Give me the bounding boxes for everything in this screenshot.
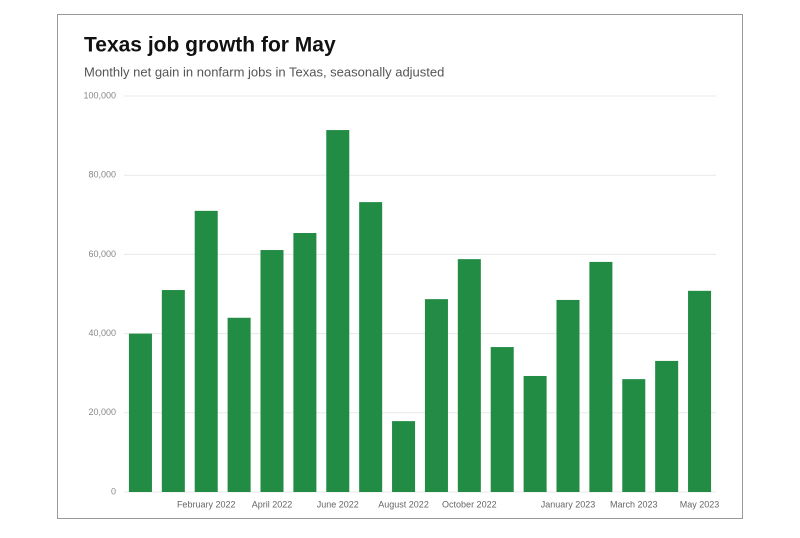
bar [523,375,547,492]
bar [622,379,646,492]
x-tick-label: February 2022 [177,499,236,509]
x-tick-label: August 2022 [378,499,429,509]
bar [161,290,185,492]
bar [424,299,448,492]
y-tick-label: 80,000 [88,170,116,180]
bar [326,130,350,492]
frame [57,14,743,519]
bar [260,250,284,492]
bar [490,347,514,492]
x-tick-label: October 2022 [442,499,497,509]
chart-subtitle: Monthly net gain in nonfarm jobs in Texa… [84,64,444,79]
bar [227,317,251,492]
y-tick-label: 60,000 [88,249,116,259]
bar [194,210,218,492]
bar [688,290,712,492]
y-tick-label: 20,000 [88,407,116,417]
bar [457,259,481,492]
bar [589,261,613,492]
x-tick-label: June 2022 [317,499,359,509]
bar [359,202,383,493]
bar [392,421,416,492]
x-tick-label: January 2023 [541,499,596,509]
bar [128,333,152,492]
y-tick-label: 100,000 [83,90,116,100]
x-tick-label: May 2023 [680,499,720,509]
y-tick-label: 0 [111,486,116,496]
chart-title: Texas job growth for May [84,34,336,57]
y-tick-label: 40,000 [88,328,116,338]
x-tick-label: March 2023 [610,499,658,509]
bar [293,233,317,493]
bar [556,299,580,492]
x-tick-label: April 2022 [252,499,293,509]
bar [655,360,679,492]
